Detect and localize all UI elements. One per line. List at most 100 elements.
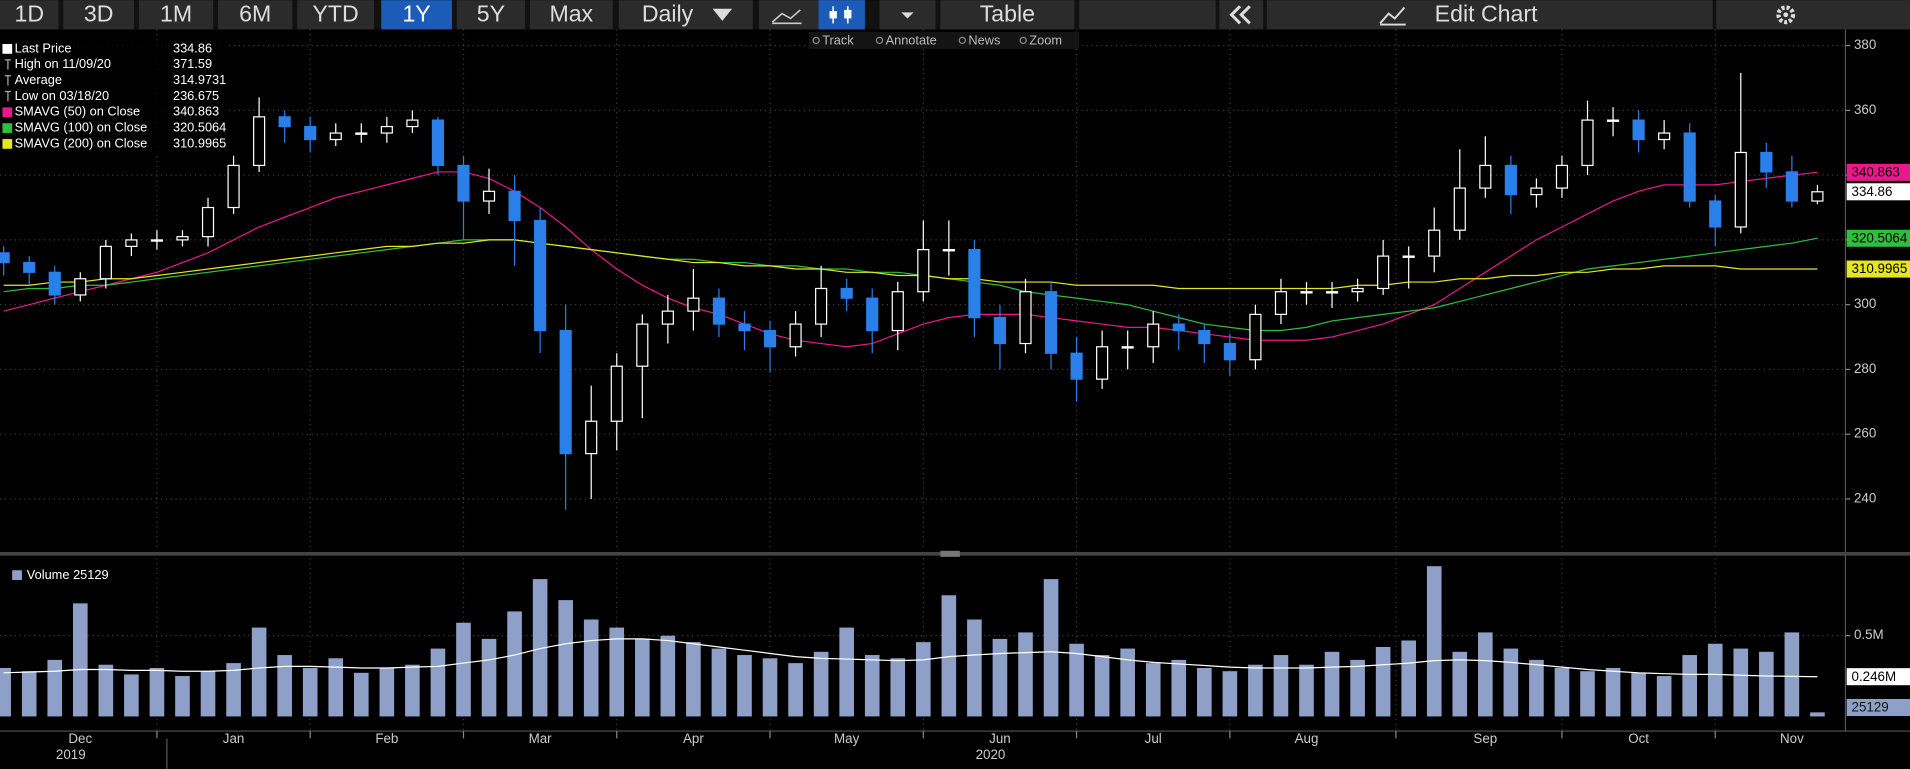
volume-bar [1810,712,1825,717]
range-button[interactable] [63,0,134,30]
x-tick-label: Oct [1628,731,1649,746]
candle-body [636,323,649,367]
range-label[interactable]: 1M [160,1,192,27]
volume-bar [379,667,395,717]
table-button[interactable] [940,0,1075,30]
line-chart-icon[interactable] [771,9,802,25]
candle-body [278,116,291,128]
candle-body [1479,164,1492,189]
tool-icon[interactable] [812,36,820,45]
range-label[interactable]: 1D [14,1,44,27]
range-button[interactable] [529,0,613,30]
candle-body [738,323,751,332]
tool-icon[interactable] [1019,36,1027,45]
collapse-icon[interactable] [1229,5,1251,25]
candle-body [1377,255,1390,290]
last-value-label: 0.246M [1852,669,1897,684]
separator-handle[interactable] [940,550,960,557]
legend-value: 340.863 [173,104,219,119]
range-button[interactable] [218,0,293,30]
candle-body [993,317,1007,345]
candle-body [201,206,215,238]
range-label[interactable]: 1Y [402,1,430,27]
candle-body [1147,323,1160,348]
candle-body [534,219,547,332]
volume-bar [98,664,114,717]
x-tick-label: Apr [683,731,704,746]
tool-label[interactable]: News [968,32,1000,47]
x-tick-label: Jul [1145,731,1162,746]
candle-body [99,245,112,280]
edit-chart-icon[interactable] [1379,6,1406,26]
candle-body [866,297,879,332]
tool-icon[interactable] [875,36,884,45]
volume-bar [1222,671,1238,717]
range-label[interactable]: Max [549,1,593,27]
range-label[interactable]: 6M [239,1,271,27]
tools-bar [808,31,1080,49]
x-tick-label: Nov [1780,731,1804,746]
candle-body [1555,164,1569,189]
settings-button[interactable] [1716,0,1910,30]
legend-value: 371.59 [173,56,212,71]
candle-chart-button[interactable] [818,0,865,30]
legend-value: 314.9731 [173,72,226,87]
legend-value: 310.9965 [173,135,226,150]
tool-label[interactable]: Zoom [1029,32,1062,47]
candle-body [1070,352,1083,380]
range-button[interactable] [381,0,452,30]
volume-bar [864,655,880,717]
range-button[interactable] [297,0,374,30]
interval-label[interactable]: Daily [642,1,694,27]
volume-bar [1248,664,1263,717]
volume-bar [1682,655,1698,717]
tool-label[interactable]: Annotate [886,32,937,47]
candle-body [1504,164,1517,196]
candle-body [329,132,342,141]
volume-bar [124,674,139,717]
candle-icon-body [829,11,837,19]
edit-chart-button[interactable] [1266,0,1713,30]
volume-bar [558,600,573,717]
volume-average-line [3,638,1818,678]
candle-body [1274,291,1288,315]
candle-body [482,190,496,202]
volume-bar [430,648,446,717]
y-tick-label: 300 [1854,296,1876,311]
x-year-label: 2020 [976,747,1006,762]
settings-icon-hub [1783,12,1789,18]
range-label[interactable]: 5Y [477,1,505,27]
candle-body [1606,119,1620,122]
volume-bar [405,664,420,717]
tool-label[interactable]: Track [822,32,854,47]
volume-bar [1273,655,1289,717]
candle-body [1325,291,1339,294]
candle-body [74,278,87,296]
edit-chart-label[interactable]: Edit Chart [1435,1,1538,27]
range-label[interactable]: 3D [84,1,114,27]
range-button[interactable] [0,0,59,30]
legend-glyph [4,75,11,86]
last-volume-label: 25129 [1852,700,1889,715]
candle-body [712,297,726,325]
interval-button[interactable] [618,0,753,30]
table-label[interactable]: Table [980,1,1035,27]
legend-swatch [12,570,22,581]
tool-icon[interactable] [958,36,966,45]
volume-bar [1145,663,1161,717]
x-tick-label: Sep [1473,731,1497,746]
candle-body [891,291,904,332]
candle-body [23,261,36,273]
volume-bar [1401,640,1416,717]
range-button[interactable] [138,0,214,30]
range-button[interactable] [456,0,526,30]
volume-bar [1503,648,1519,717]
settings-icon[interactable] [1776,5,1796,25]
candle-body [457,164,470,202]
candle-body [1632,119,1645,141]
last-value-label: 310.9965 [1852,261,1908,276]
legend-glyph [4,90,11,102]
legend-label: Low on 03/18/20 [15,88,110,103]
range-label[interactable]: YTD [312,1,358,27]
